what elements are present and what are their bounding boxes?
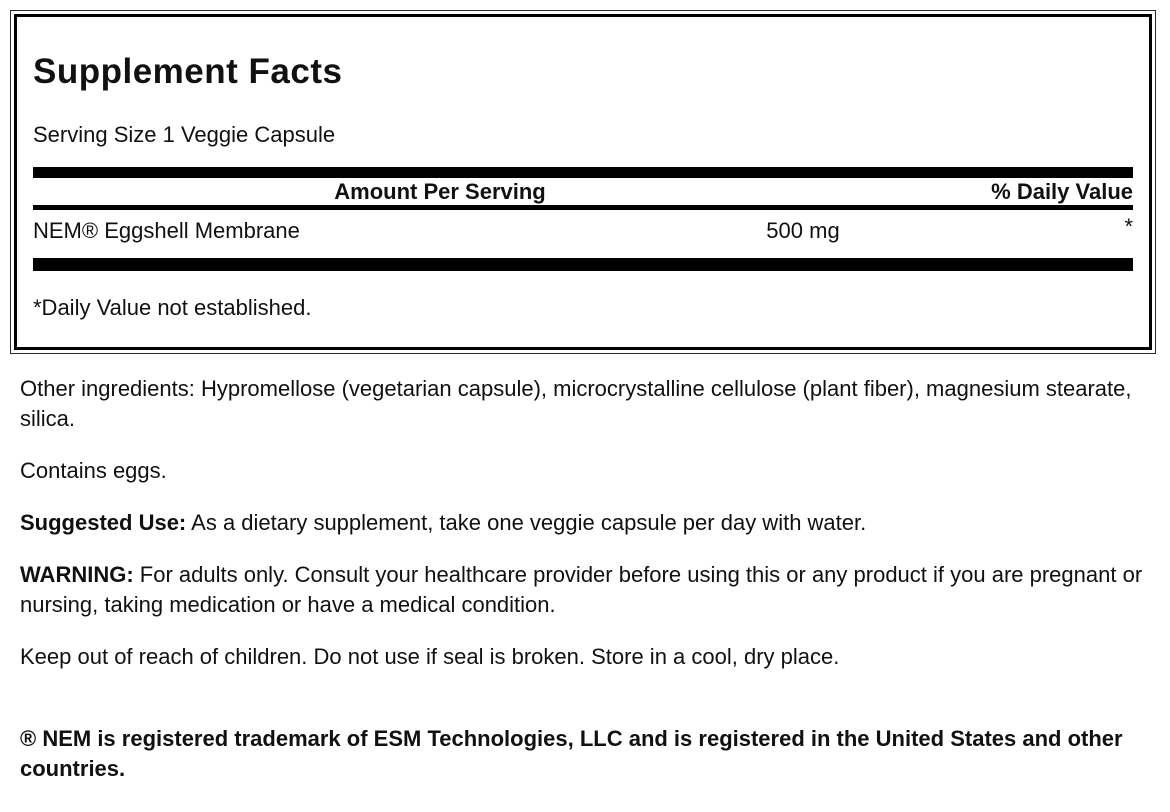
suggested-use: Suggested Use: As a dietary supplement, … — [20, 508, 1148, 538]
nutrient-name: NEM® Eggshell Membrane — [33, 218, 300, 243]
column-header-amount-per-serving: Amount Per Serving — [334, 179, 546, 204]
storage-instructions: Keep out of reach of children. Do not us… — [20, 644, 840, 669]
facts-title: Supplement Facts — [33, 52, 343, 91]
suggested-use-label: Suggested Use: — [20, 510, 187, 535]
divider-bar-thin — [33, 205, 1133, 210]
trademark-notice: ® NEM is registered trademark of ESM Tec… — [20, 726, 1123, 781]
warning: WARNING: For adults only. Consult your h… — [20, 560, 1148, 620]
warning-text: For adults only. Consult your healthcare… — [20, 562, 1143, 617]
allergen-statement: Contains eggs. — [20, 458, 167, 483]
serving-size: Serving Size 1 Veggie Capsule — [33, 122, 336, 147]
warning-label: WARNING: — [20, 562, 134, 587]
daily-value-footnote: *Daily Value not established. — [33, 295, 312, 320]
table-header-row: Amount Per Serving % Daily Value — [33, 178, 1133, 205]
label-details: Other ingredients: Hypromellose (vegetar… — [20, 374, 1148, 806]
divider-bar-thick-top — [33, 167, 1133, 178]
other-ingredients: Other ingredients: Hypromellose (vegetar… — [20, 376, 1132, 431]
label-outer-frame: Supplement Facts Serving Size 1 Veggie C… — [10, 10, 1156, 354]
divider-bar-thick-bottom — [33, 258, 1133, 271]
table-row: NEM® Eggshell Membrane 500 mg * — [33, 210, 1133, 252]
nutrient-amount: 500 mg — [766, 218, 840, 243]
nutrient-daily-value: * — [1124, 214, 1133, 239]
supplement-facts-panel: Supplement Facts Serving Size 1 Veggie C… — [14, 14, 1152, 350]
suggested-use-text: As a dietary supplement, take one veggie… — [191, 510, 867, 535]
column-header-daily-value: % Daily Value — [991, 179, 1133, 204]
